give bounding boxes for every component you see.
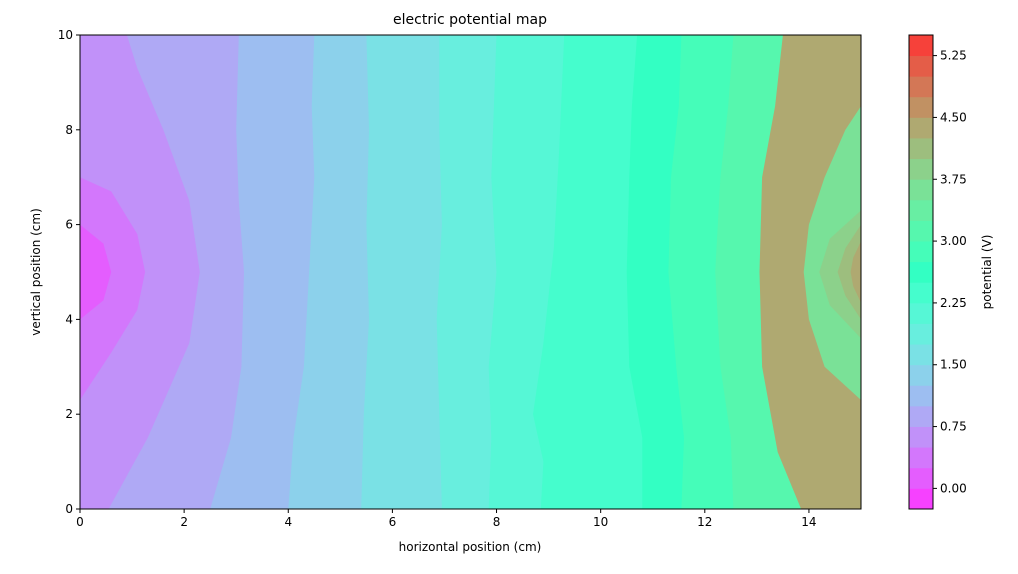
- chart-title: electric potential map: [393, 12, 547, 28]
- y-tick-label: 10: [58, 28, 73, 42]
- y-axis: 0 2 4 6 8 10: [58, 28, 80, 516]
- colorbar-band: [909, 405, 933, 427]
- colorbar-band: [909, 344, 933, 366]
- colorbar-tick-label: 0.00: [940, 481, 967, 495]
- colorbar: 0.00 0.75 1.50 2.25 3.00 3.75 4.50 5.25: [908, 34, 967, 510]
- colorbar-band: [909, 96, 933, 118]
- colorbar-band: [909, 179, 933, 201]
- colorbar-frame: [908, 34, 934, 510]
- colorbar-tick-label: 2.25: [940, 296, 967, 310]
- colorbar-band: [909, 282, 933, 304]
- colorbar-tick-label: 0.75: [940, 420, 967, 434]
- y-tick-label: 2: [65, 407, 73, 421]
- x-axis-label: horizontal position (cm): [399, 540, 542, 554]
- colorbar-band: [909, 467, 933, 489]
- colorbar-band: [909, 117, 933, 139]
- y-axis-label: vertical position (cm): [29, 208, 43, 336]
- y-tick-label: 4: [65, 312, 73, 326]
- contour-region: [850, 241, 861, 303]
- colorbar-band: [909, 426, 933, 448]
- x-tick-label: 0: [76, 515, 84, 529]
- colorbar-band: [909, 364, 933, 386]
- plot-area: [79, 34, 862, 510]
- y-tick-label: 8: [65, 123, 73, 137]
- contour-region: [837, 224, 861, 320]
- contour-region: [80, 177, 146, 400]
- x-tick-label: 14: [801, 515, 816, 529]
- x-axis: 0 2 4 6 8 10 12 14: [76, 509, 817, 529]
- y-tick-label: 6: [65, 218, 73, 232]
- x-tick-label: 12: [697, 515, 712, 529]
- x-tick-label: 8: [493, 515, 501, 529]
- colorbar-band: [909, 488, 933, 510]
- colorbar-band: [909, 220, 933, 242]
- colorbar-band: [909, 261, 933, 283]
- colorbar-label: potential (V): [980, 235, 994, 310]
- plot-frame: [79, 34, 862, 510]
- colorbar-band: [909, 158, 933, 180]
- colorbar-tick-label: 5.25: [940, 49, 967, 63]
- colorbar-band: [909, 199, 933, 221]
- contour-region: [80, 224, 112, 320]
- y-tick-label: 0: [65, 502, 73, 516]
- colorbar-band: [909, 447, 933, 469]
- x-tick-label: 4: [284, 515, 292, 529]
- colorbar-band: [909, 241, 933, 263]
- colorbar-tick-label: 3.00: [940, 234, 967, 248]
- colorbar-band: [909, 55, 933, 77]
- colorbar-band: [909, 385, 933, 407]
- colorbar-band: [909, 35, 933, 57]
- colorbar-band: [909, 138, 933, 160]
- colorbar-tick-label: 4.50: [940, 110, 967, 124]
- x-tick-label: 2: [180, 515, 188, 529]
- colorbar-tick-label: 3.75: [940, 172, 967, 186]
- x-tick-label: 6: [389, 515, 397, 529]
- colorbar-band: [909, 302, 933, 324]
- colorbar-tick-label: 1.50: [940, 358, 967, 372]
- colorbar-band: [909, 323, 933, 345]
- x-tick-label: 10: [593, 515, 608, 529]
- colorbar-band: [909, 76, 933, 98]
